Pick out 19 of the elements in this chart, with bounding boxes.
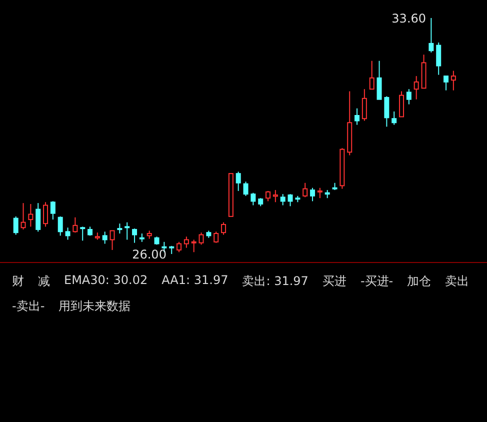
annotation: 26.00 — [132, 247, 166, 262]
candlestick — [146, 230, 152, 240]
text: 减 — [38, 273, 50, 290]
candlestick — [28, 204, 34, 228]
text: 卖出 — [445, 273, 470, 290]
candlestick — [436, 42, 442, 76]
annotation: 33.60 — [392, 11, 426, 26]
text: AA1: 31.97 — [162, 273, 228, 289]
candlestick — [414, 76, 419, 100]
text: 买进 — [322, 273, 346, 290]
text: 加仓 — [407, 273, 432, 290]
text: 用到未来数据 — [58, 298, 131, 315]
text: -卖出- — [12, 298, 45, 315]
text: 卖出: 31.97 — [242, 273, 308, 290]
candlestick — [347, 90, 352, 156]
candlestick — [272, 190, 278, 203]
text: EMA30: 30.02 — [64, 273, 148, 289]
text: 财 — [12, 273, 24, 290]
text: -买进- — [360, 273, 394, 290]
